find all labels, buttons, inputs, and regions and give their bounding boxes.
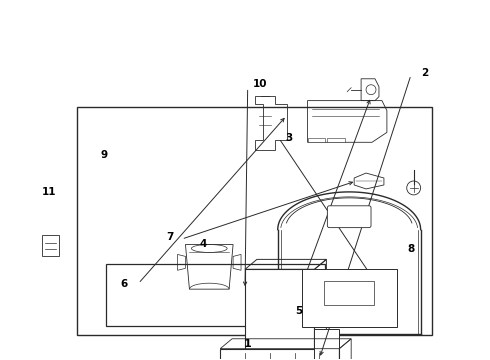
Text: 8: 8	[408, 244, 415, 254]
Text: 2: 2	[421, 68, 429, 78]
Text: 3: 3	[285, 133, 293, 143]
Text: 6: 6	[121, 279, 128, 289]
Text: 10: 10	[252, 78, 267, 89]
Text: 11: 11	[42, 187, 57, 197]
Text: 4: 4	[200, 239, 207, 249]
Bar	[42, 235, 59, 256]
Bar	[327, 138, 345, 142]
Text: 1: 1	[244, 339, 251, 348]
Text: 7: 7	[166, 232, 173, 242]
Bar	[77, 107, 432, 336]
Bar	[245, 269, 315, 349]
Bar	[308, 138, 325, 142]
Bar	[220, 349, 339, 360]
Bar	[315, 329, 339, 360]
Bar	[301, 269, 397, 327]
Bar	[106, 264, 325, 327]
Text: 9: 9	[100, 150, 107, 160]
Text: 5: 5	[295, 306, 302, 316]
Bar	[324, 281, 374, 305]
FancyBboxPatch shape	[327, 206, 371, 228]
